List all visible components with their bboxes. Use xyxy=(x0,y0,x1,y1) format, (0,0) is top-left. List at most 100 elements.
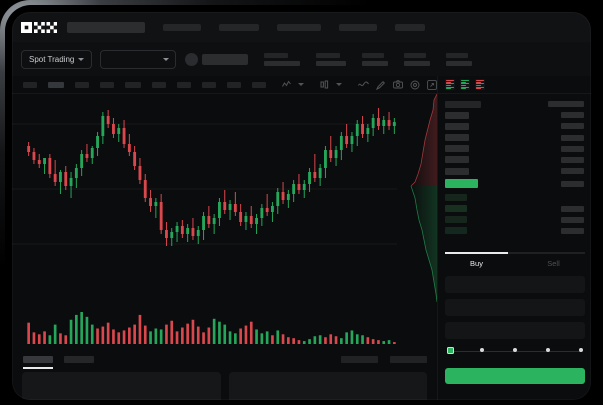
amount-percent-slider[interactable] xyxy=(445,345,585,359)
buy-submit-button[interactable] xyxy=(445,368,585,384)
timeframe-button-8[interactable] xyxy=(202,81,216,88)
nav-item-1[interactable] xyxy=(163,23,201,31)
orderbook-rows[interactable] xyxy=(438,94,591,235)
nav-item-2[interactable] xyxy=(219,23,259,31)
trade-tabs-track xyxy=(445,252,585,254)
bottom-panel-left[interactable] xyxy=(22,372,221,400)
stat-value xyxy=(446,60,473,66)
orderbook-ask-row[interactable] xyxy=(445,145,584,153)
orderbook-bid-size xyxy=(561,205,584,212)
slider-stop-25[interactable] xyxy=(480,348,484,353)
orderbook-ask-row[interactable] xyxy=(445,134,584,142)
orders-action-2[interactable] xyxy=(390,355,427,363)
settings-gear-icon[interactable] xyxy=(410,80,420,90)
stat-label xyxy=(316,52,341,58)
wave-line-icon[interactable] xyxy=(358,80,369,89)
orders-actions xyxy=(341,355,437,363)
orders-action-1[interactable] xyxy=(341,355,378,363)
orderbook-ask-price xyxy=(445,134,469,142)
chart-toolbar xyxy=(12,76,437,94)
market-depth-chart xyxy=(397,94,437,302)
timeframe-button-7[interactable] xyxy=(177,81,191,88)
orderbook-ask-row[interactable] xyxy=(445,167,584,175)
timeframe-button-3[interactable] xyxy=(75,81,89,88)
nav-item-4[interactable] xyxy=(339,23,377,31)
orderbook-bid-size xyxy=(561,216,584,223)
market-type-label: Spot Trading xyxy=(29,54,75,64)
app-screen: Spot Trading xyxy=(12,12,591,400)
market-stats xyxy=(248,52,473,66)
order-amount-field[interactable] xyxy=(445,299,585,316)
trading-pair-select[interactable] xyxy=(100,49,177,69)
search-input[interactable] xyxy=(67,21,145,33)
timeframe-button-6[interactable] xyxy=(152,81,166,88)
orderbook-bid-size xyxy=(561,227,584,234)
orderbook-bid-row[interactable] xyxy=(445,205,584,213)
orderbook-ask-row[interactable] xyxy=(445,122,584,130)
stat-24h-change xyxy=(316,52,347,66)
tab-buy[interactable]: Buy xyxy=(470,259,483,268)
timeframe-button-4[interactable] xyxy=(100,81,114,88)
timeframe-button-9[interactable] xyxy=(227,81,241,88)
stat-24h-low xyxy=(404,52,431,66)
tab-open-orders[interactable] xyxy=(23,355,53,369)
okx-logo[interactable] xyxy=(21,21,57,33)
market-type-dropdown[interactable]: Spot Trading xyxy=(21,49,93,69)
orderbook-mode-asks[interactable] xyxy=(475,79,485,90)
stat-value xyxy=(404,60,431,66)
nav-item-5[interactable] xyxy=(395,23,425,31)
nav-item-3[interactable] xyxy=(277,23,321,31)
orderbook-ask-size xyxy=(561,156,584,163)
timeframe-button-2[interactable] xyxy=(48,81,64,88)
orderbook-ask-price xyxy=(445,167,469,175)
depth-svg xyxy=(410,94,437,302)
order-total-field[interactable] xyxy=(445,322,585,339)
orderbook-bid-row[interactable] xyxy=(445,193,584,201)
orderbook-ask-price xyxy=(445,111,469,119)
orderbook-display-modes xyxy=(438,76,591,94)
chart-style-dropdown-icon[interactable] xyxy=(336,83,342,86)
slider-stop-50[interactable] xyxy=(513,348,517,353)
chart-type-dropdown-icon[interactable] xyxy=(298,83,304,86)
orderbook-col-header-size xyxy=(548,101,584,107)
orderbook-mode-both[interactable] xyxy=(445,79,455,90)
tab-sell[interactable]: Sell xyxy=(547,259,560,268)
orderbook-bid-row[interactable] xyxy=(445,216,584,224)
orderbook-header-row[interactable] xyxy=(445,100,584,108)
pair-name-label xyxy=(202,53,249,65)
compare-icon[interactable] xyxy=(320,80,329,89)
timeframe-button-5[interactable] xyxy=(125,81,141,88)
orderbook-col-header-price xyxy=(445,100,481,108)
orderbook-last-size xyxy=(561,180,584,187)
trade-tabs-indicator xyxy=(445,252,508,254)
stat-value xyxy=(264,60,301,66)
tab-order-history[interactable] xyxy=(64,355,94,363)
orderbook-bid-price xyxy=(445,227,467,235)
slider-stop-75[interactable] xyxy=(546,348,550,353)
volume-histogram[interactable] xyxy=(12,302,437,350)
orderbook-ask-row[interactable] xyxy=(445,111,584,119)
timeframe-button-10[interactable] xyxy=(252,81,266,88)
orderbook-last-price-row xyxy=(445,178,584,189)
fullscreen-icon[interactable] xyxy=(427,79,437,90)
bottom-panel-right[interactable] xyxy=(228,372,427,400)
camera-icon[interactable] xyxy=(393,80,403,89)
orderbook-ask-size xyxy=(561,134,584,141)
price-candlestick-chart[interactable] xyxy=(12,94,437,302)
orderbook-ask-row[interactable] xyxy=(445,156,584,164)
timeframe-button-1[interactable] xyxy=(23,81,37,88)
slider-stop-100[interactable] xyxy=(579,348,583,353)
orderbook-mode-bids[interactable] xyxy=(460,79,470,90)
orderbook-last-price xyxy=(445,179,478,189)
order-price-field[interactable] xyxy=(445,276,585,293)
orderbook-ask-price xyxy=(445,122,469,130)
stat-24h-volume xyxy=(446,52,473,66)
orderbook-bid-row[interactable] xyxy=(445,227,584,235)
indicators-icon[interactable] xyxy=(282,80,291,89)
trade-side-tabs: Buy Sell xyxy=(438,252,591,276)
pencil-icon[interactable] xyxy=(376,80,386,90)
stat-label xyxy=(362,52,385,58)
slider-handle[interactable] xyxy=(447,347,454,354)
orderbook-ask-size xyxy=(561,168,584,175)
